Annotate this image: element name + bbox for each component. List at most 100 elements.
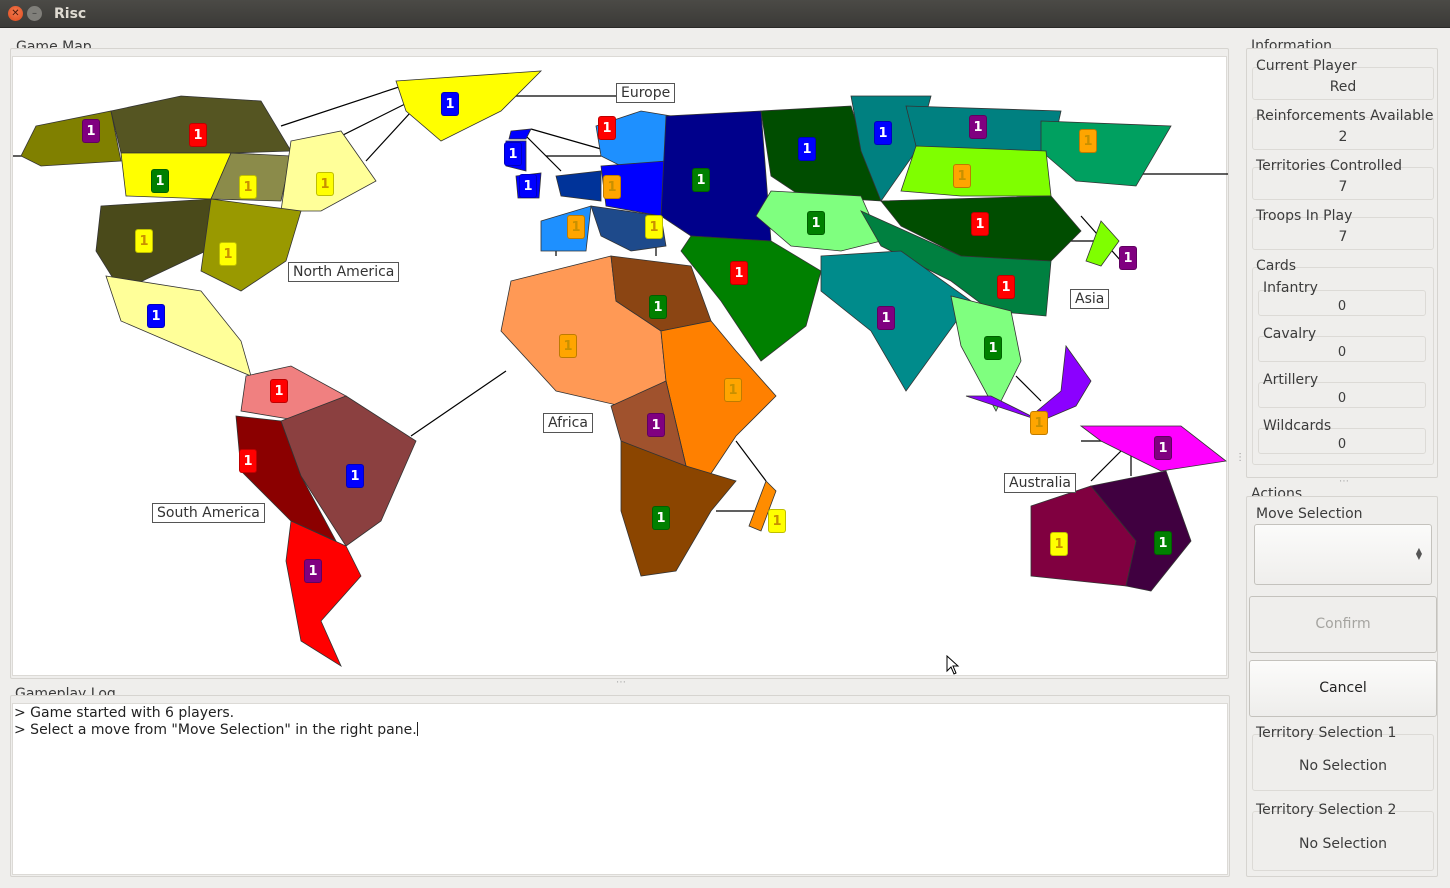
troop-count-badge: 1 <box>984 336 1002 360</box>
cavalry-label: Cavalry <box>1263 326 1317 342</box>
vertical-splitter-handle[interactable]: ⋯ <box>616 677 626 688</box>
continent-label-north-america: North America <box>288 262 400 282</box>
text-caret <box>416 722 418 736</box>
continent-label-europe: Europe <box>616 83 676 103</box>
territory-selection-2-label: Territory Selection 2 <box>1256 802 1397 818</box>
move-selection-label: Move Selection <box>1256 506 1363 522</box>
troop-count-badge: 1 <box>647 413 665 437</box>
continent-label-australia: Australia <box>1004 473 1076 493</box>
africa[interactable] <box>500 255 777 577</box>
wildcards-value: 0 <box>1337 437 1347 452</box>
troop-count-badge: 1 <box>82 119 100 143</box>
cavalry-box <box>1258 336 1426 362</box>
current-player-value: Red <box>1329 79 1357 95</box>
troop-count-badge: 1 <box>567 215 585 239</box>
troop-count-badge: 1 <box>692 168 710 192</box>
troop-count-badge: 1 <box>1154 436 1172 460</box>
troop-count-badge: 1 <box>874 121 892 145</box>
north-america[interactable] <box>20 70 543 377</box>
continent-label-south-america: South America <box>152 503 265 523</box>
window-title: Risc <box>54 6 87 22</box>
move-selection-dropdown[interactable]: ▲ ▼ <box>1254 524 1432 585</box>
troop-count-badge: 1 <box>877 306 895 330</box>
minimize-window-icon[interactable]: – <box>27 6 42 21</box>
territory-selection-2-value: No Selection <box>1298 836 1387 852</box>
territories-controlled-value: 7 <box>1338 179 1348 195</box>
log-line: > Game started with 6 players. <box>14 705 235 721</box>
troop-count-badge: 1 <box>953 164 971 188</box>
artillery-value: 0 <box>1337 391 1347 406</box>
troop-count-badge: 1 <box>147 304 165 328</box>
australia[interactable] <box>965 344 1227 592</box>
troop-count-badge: 1 <box>239 449 257 473</box>
troop-count-badge: 1 <box>724 378 742 402</box>
troop-count-badge: 1 <box>559 334 577 358</box>
artillery-label: Artillery <box>1263 372 1319 388</box>
troops-in-play-box <box>1252 217 1434 250</box>
troop-count-badge: 1 <box>189 123 207 147</box>
continent-label-asia: Asia <box>1070 289 1110 309</box>
cancel-button[interactable]: Cancel <box>1249 660 1437 717</box>
troop-count-badge: 1 <box>316 172 334 196</box>
troop-count-badge: 1 <box>1079 129 1097 153</box>
wildcards-box <box>1258 428 1426 454</box>
troop-count-badge: 1 <box>649 295 667 319</box>
log-line: > Select a move from "Move Selection" in… <box>14 722 418 738</box>
reinforcements-box <box>1252 117 1434 150</box>
territory-connections <box>13 82 1228 512</box>
troop-count-badge: 1 <box>346 464 364 488</box>
cavalry-value: 0 <box>1337 345 1347 360</box>
troop-count-badge: 1 <box>645 215 663 239</box>
territory-selection-1-value: No Selection <box>1298 758 1387 774</box>
troop-count-badge: 1 <box>971 212 989 236</box>
reinforcements-value: 2 <box>1338 129 1348 145</box>
confirm-button[interactable]: Confirm <box>1249 596 1437 653</box>
infantry-box <box>1258 290 1426 316</box>
troop-count-badge: 1 <box>997 275 1015 299</box>
troop-count-badge: 1 <box>304 559 322 583</box>
current-player-label: Current Player <box>1256 58 1357 74</box>
gameplay-log-textarea[interactable]: > Game started with 6 players. > Select … <box>12 703 1228 875</box>
infantry-label: Infantry <box>1263 280 1318 296</box>
information-group <box>1246 48 1438 478</box>
territories-controlled-label: Territories Controlled <box>1256 158 1402 174</box>
territory-selection-1-label: Territory Selection 1 <box>1256 725 1397 741</box>
troop-count-badge: 1 <box>768 509 786 533</box>
cards-label: Cards <box>1256 258 1297 274</box>
reinforcements-label: Reinforcements Available <box>1256 108 1434 124</box>
infantry-value: 0 <box>1337 299 1347 314</box>
territory-selection-1-box <box>1252 734 1434 791</box>
troop-count-badge: 1 <box>798 137 816 161</box>
troops-in-play-label: Troops In Play <box>1256 208 1353 224</box>
right-pane-splitter-handle[interactable]: ⋯ <box>1339 476 1349 487</box>
world-map[interactable] <box>13 57 1228 677</box>
horizontal-splitter-handle[interactable]: ⋯ <box>1234 452 1245 462</box>
close-window-icon[interactable]: ✕ <box>8 6 23 21</box>
troop-count-badge: 1 <box>519 174 537 198</box>
troop-count-badge: 1 <box>1154 531 1172 555</box>
mouse-pointer-icon <box>946 655 960 675</box>
troop-count-badge: 1 <box>652 506 670 530</box>
troop-count-badge: 1 <box>730 261 748 285</box>
cards-group <box>1252 267 1434 465</box>
territories-controlled-box <box>1252 167 1434 200</box>
troop-count-badge: 1 <box>135 229 153 253</box>
troop-count-badge: 1 <box>969 115 987 139</box>
continent-label-africa: Africa <box>543 413 593 433</box>
game-map[interactable]: North America Europe Asia Africa South A… <box>12 56 1228 677</box>
troop-count-badge: 1 <box>504 142 522 166</box>
current-player-box <box>1252 67 1434 100</box>
troop-count-badge: 1 <box>151 169 169 193</box>
title-bar: ✕ – Risc <box>0 0 1450 28</box>
troop-count-badge: 1 <box>1119 246 1137 270</box>
troop-count-badge: 1 <box>1050 532 1068 556</box>
wildcards-label: Wildcards <box>1263 418 1332 434</box>
troop-count-badge: 1 <box>1030 411 1048 435</box>
troop-count-badge: 1 <box>270 379 288 403</box>
troop-count-badge: 1 <box>603 175 621 199</box>
europe[interactable] <box>505 110 772 252</box>
territory-selection-2-box <box>1252 811 1434 871</box>
artillery-box <box>1258 382 1426 408</box>
troop-count-badge: 1 <box>219 242 237 266</box>
troop-count-badge: 1 <box>239 175 257 199</box>
